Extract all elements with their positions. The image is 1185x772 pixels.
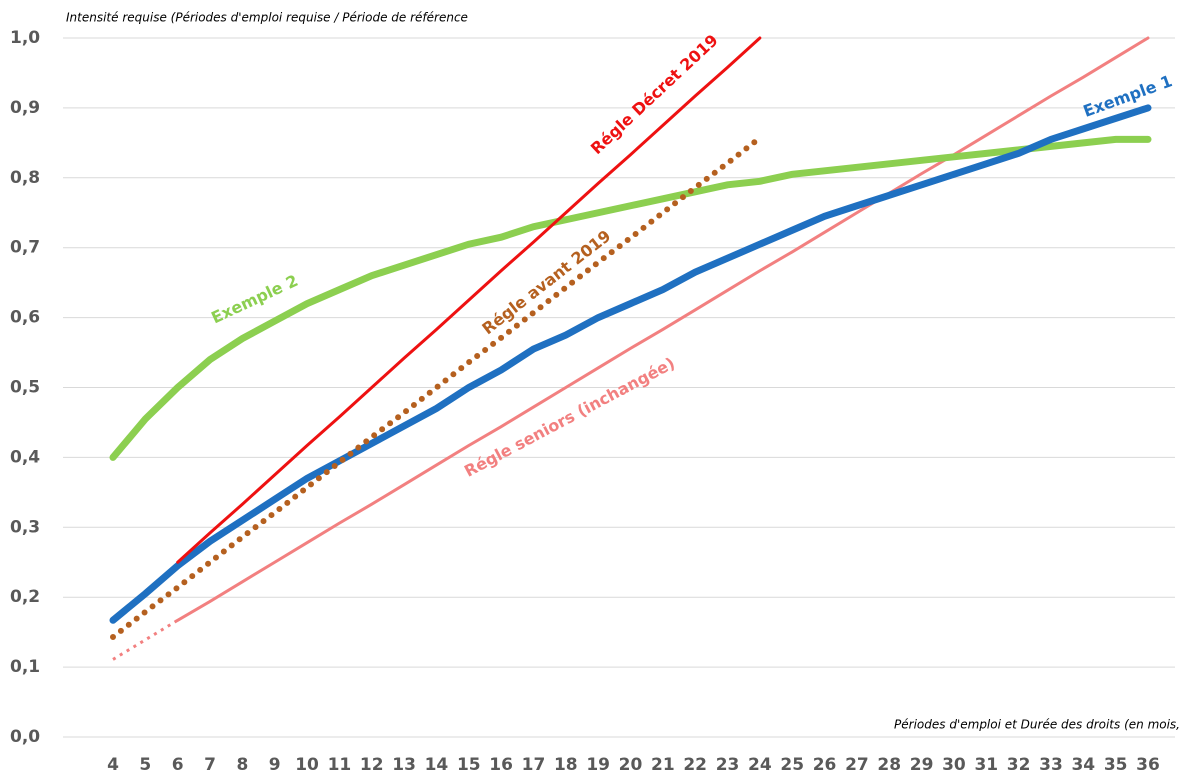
line (176, 36, 762, 564)
x-tick-label: 35 (1104, 755, 1128, 772)
series-label: Régle Décret 2019 (587, 30, 722, 158)
y-tick-label: 0,0 (10, 727, 40, 747)
x-tick-label: 33 (1039, 755, 1063, 772)
line (109, 104, 1152, 624)
x-axis-label: Périodes d'emploi et Durée des droits (e… (894, 718, 1180, 732)
line (110, 134, 763, 641)
y-tick-label: 0,2 (10, 587, 40, 607)
x-tick-label: 9 (269, 755, 281, 772)
x-tick-label: 12 (360, 755, 384, 772)
x-tick-label: 21 (651, 755, 675, 772)
x-tick-label: 5 (139, 755, 151, 772)
x-tick-label: 8 (236, 755, 248, 772)
x-tick-label: 26 (813, 755, 837, 772)
y-tick-label: 0,7 (10, 238, 40, 258)
series-label: Exemple 2 (208, 271, 301, 328)
x-tick-label: 29 (910, 755, 934, 772)
y-tick-label: 0,1 (10, 657, 40, 677)
x-tick-label: 27 (845, 755, 869, 772)
x-tick-label: 34 (1071, 755, 1095, 772)
y-tick-label: 0,6 (10, 308, 40, 328)
y-tick-label: 0,9 (10, 98, 40, 118)
x-tick-label: 7 (204, 755, 216, 772)
x-tick-label: 22 (683, 755, 707, 772)
x-tick-label: 32 (1007, 755, 1031, 772)
x-tick-label: 30 (942, 755, 966, 772)
x-tick-label: 15 (457, 755, 481, 772)
y-tick-label: 0,8 (10, 168, 40, 188)
x-tick-label: 19 (586, 755, 610, 772)
x-tick-label: 20 (619, 755, 643, 772)
y-tick-label: 1,0 (10, 28, 40, 48)
x-tick-label: 6 (172, 755, 184, 772)
y-tick-label: 0,3 (10, 517, 40, 537)
y-axis-label: Intensité requise (Périodes d'emploi req… (66, 11, 468, 25)
line (176, 36, 1150, 622)
x-tick-label: 4 (107, 755, 119, 772)
x-tick-label: 36 (1136, 755, 1160, 772)
x-tick-label: 18 (554, 755, 578, 772)
x-tick-label: 28 (877, 755, 901, 772)
x-tick-label: 13 (392, 755, 416, 772)
x-tick-label: 23 (716, 755, 740, 772)
y-tick-label: 0,5 (10, 378, 40, 398)
x-tick-label: 31 (974, 755, 998, 772)
line (112, 618, 179, 661)
x-tick-label: 14 (425, 755, 449, 772)
x-tick-label: 10 (295, 755, 319, 772)
x-tick-label: 24 (748, 755, 772, 772)
x-tick-label: 25 (780, 755, 804, 772)
x-tick-label: 16 (489, 755, 513, 772)
line (109, 135, 1152, 461)
x-tick-label: 11 (328, 755, 352, 772)
y-tick-label: 0,4 (10, 447, 40, 467)
x-tick-label: 17 (522, 755, 546, 772)
